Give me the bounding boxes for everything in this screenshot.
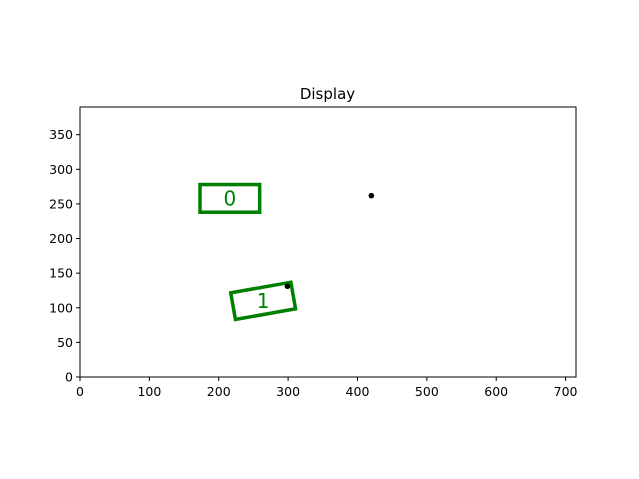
x-tick-label: 500	[415, 384, 439, 399]
bbox-0	[198, 182, 262, 214]
plot-frame	[79, 106, 577, 378]
y-tick-label: 250	[49, 196, 73, 211]
y-tick-label: 0	[65, 370, 73, 385]
y-tick-label: 200	[49, 231, 73, 246]
x-tick-label: 700	[554, 384, 578, 399]
y-tick-label: 150	[49, 266, 73, 281]
y-tick-label: 50	[57, 335, 73, 350]
x-tick-label: 0	[76, 384, 84, 399]
data-point	[284, 283, 291, 290]
bbox-1	[228, 280, 298, 322]
x-tick-label: 300	[276, 384, 300, 399]
bbox-rect	[228, 280, 298, 322]
y-tick-label: 350	[49, 127, 73, 142]
data-point	[368, 192, 375, 199]
axes-area: 0 100 200 300 400 500 600 700 05010015020025030…	[49, 106, 578, 399]
y-tick-label: 100	[49, 300, 73, 315]
bbox-rect	[198, 182, 262, 214]
annotation-boxes: 01	[198, 182, 298, 322]
bbox-label: 1	[257, 289, 270, 313]
x-axis: 0 100 200 300 400 500 600 700	[76, 377, 578, 399]
y-axis: 0 50 100 150 200 250 300 350	[49, 127, 80, 385]
y-tick-label: 300	[49, 162, 73, 177]
x-tick-label: 600	[484, 384, 508, 399]
data-points	[284, 192, 375, 290]
bbox-label: 0	[223, 186, 236, 210]
x-tick-label: 200	[207, 384, 231, 399]
x-tick-label: 100	[137, 384, 161, 399]
x-tick-label: 400	[346, 384, 370, 399]
chart-title: Display	[300, 85, 355, 103]
